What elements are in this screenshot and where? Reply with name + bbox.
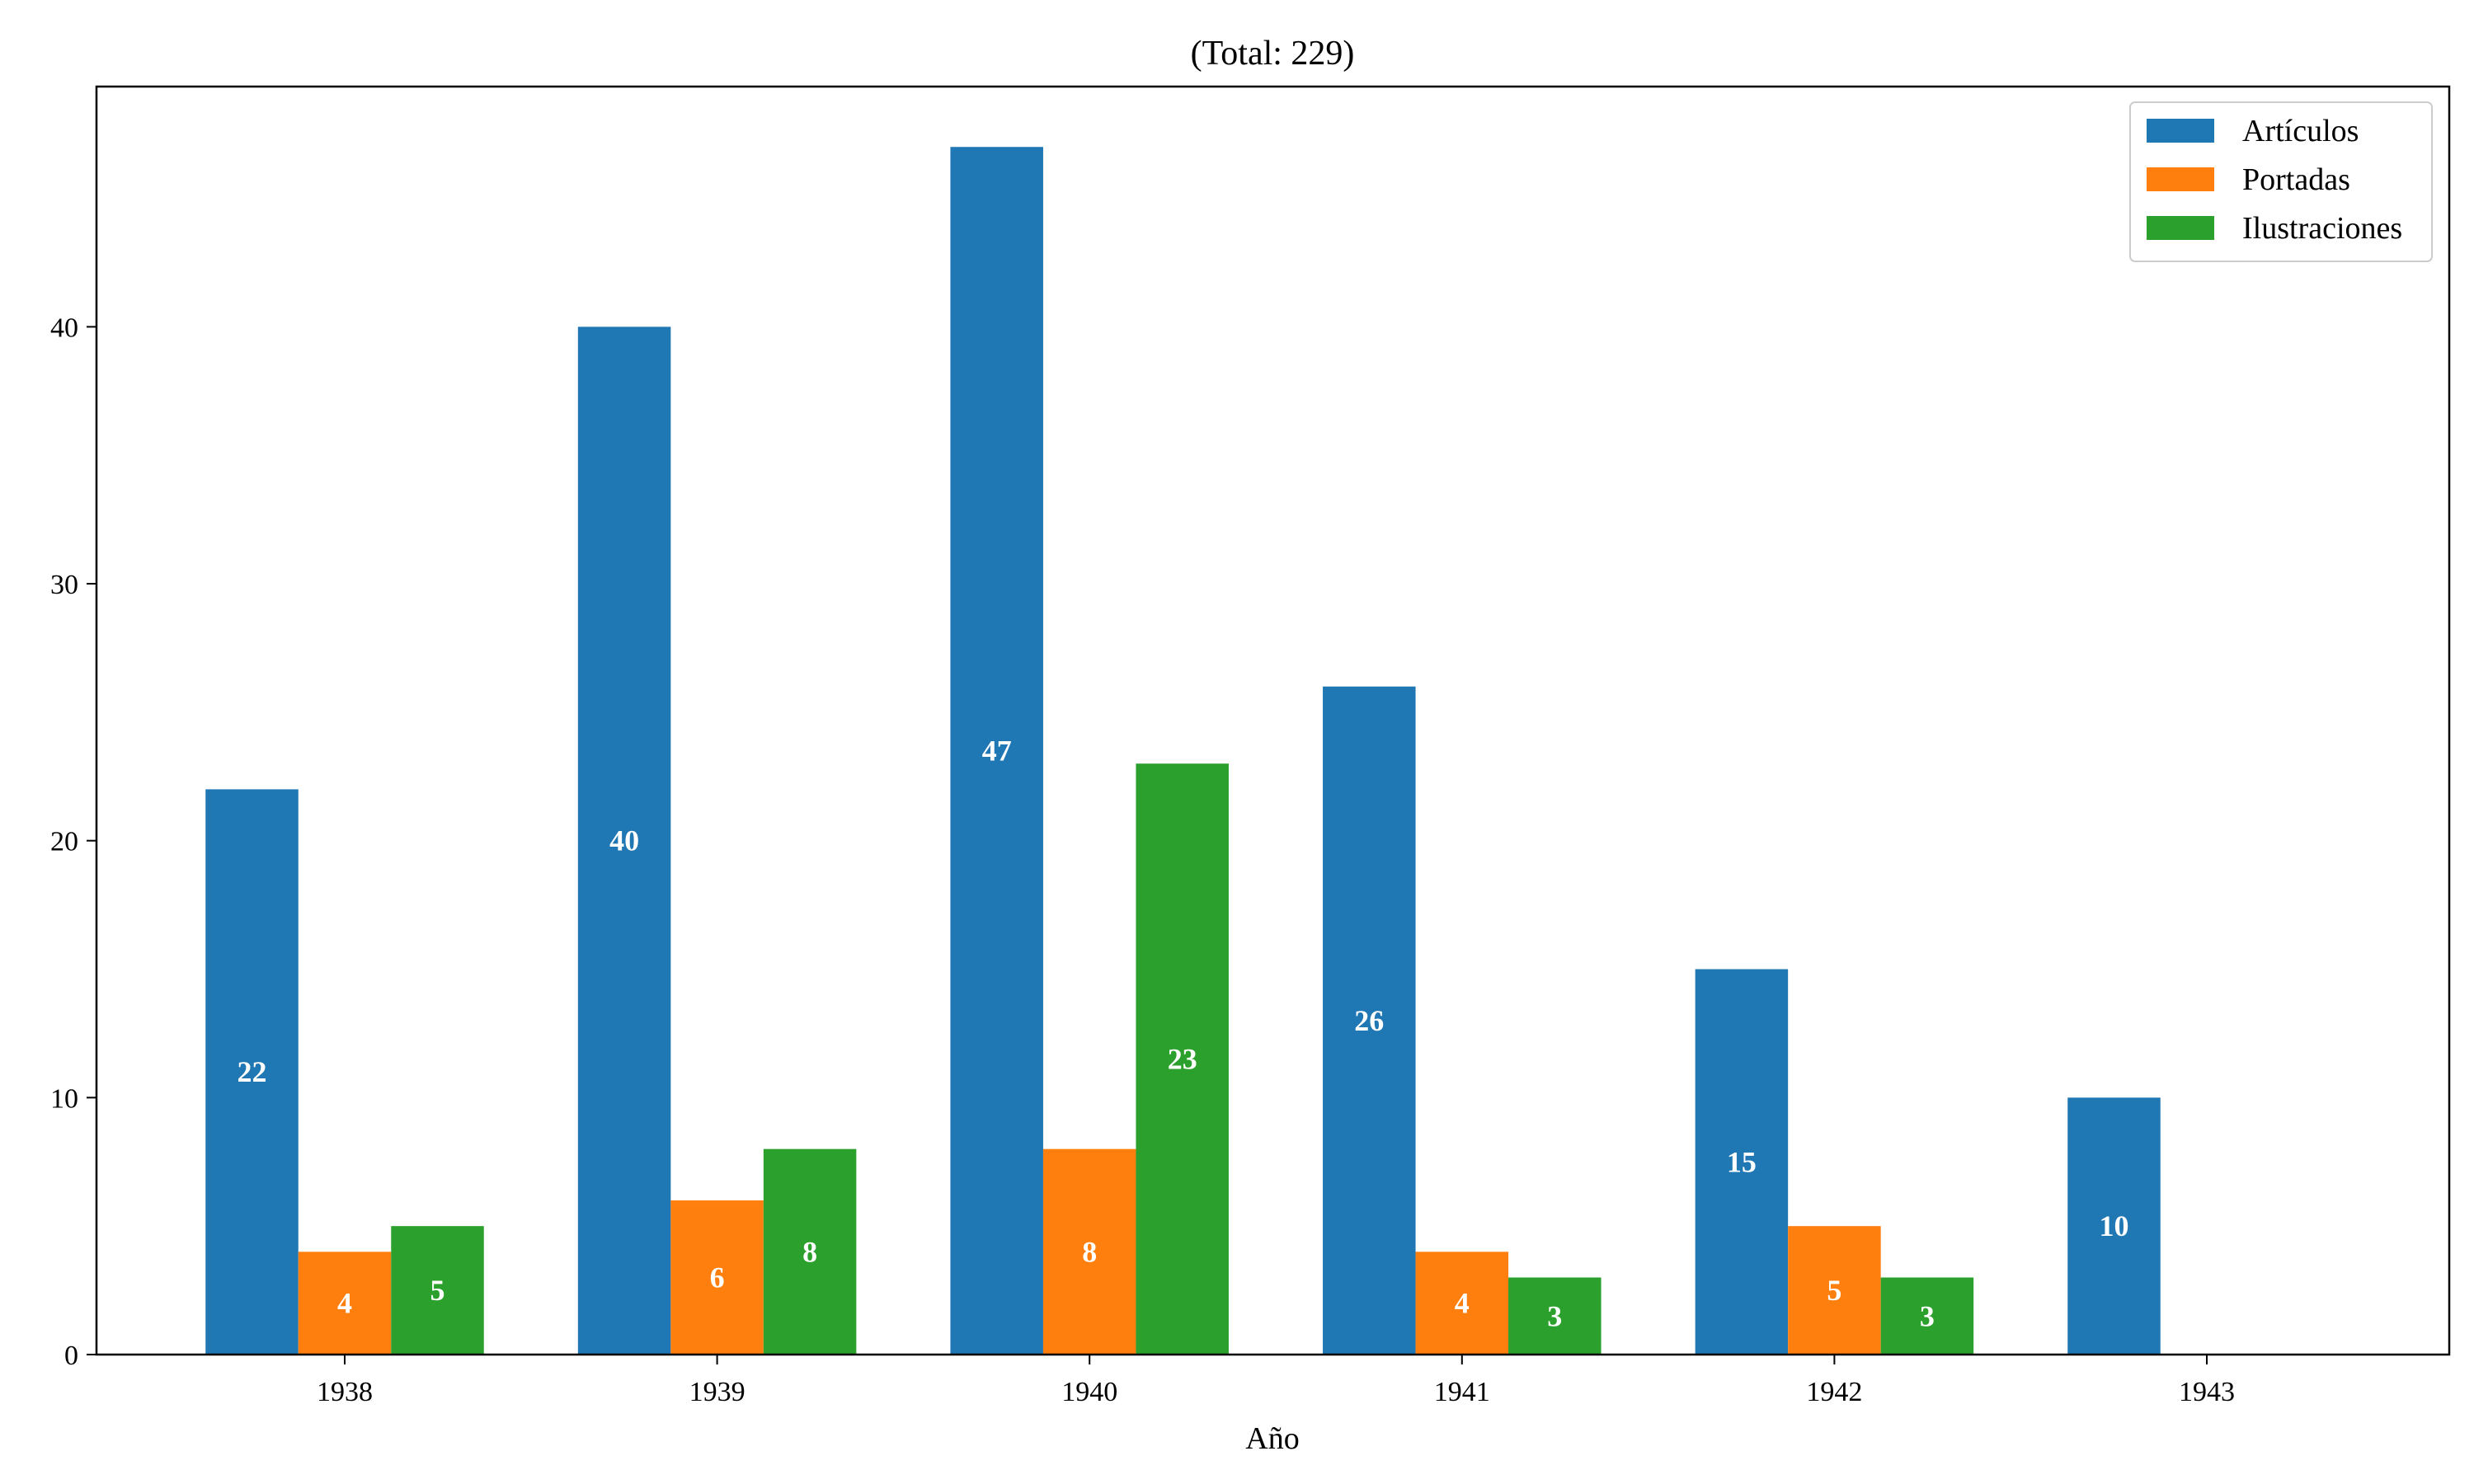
bar-value-label: 40 [609,824,639,857]
bar-value-label: 23 [1168,1043,1197,1076]
y-tick-label: 20 [50,827,78,857]
x-tick-label: 1942 [1806,1377,1862,1407]
x-tick-label: 1938 [317,1377,373,1407]
bar-value-label: 5 [1827,1274,1841,1307]
bar [1323,686,1416,1355]
chart-title: (Total: 229) [1191,35,1355,73]
legend: Artículos Portadas Ilustraciones [2129,101,2433,262]
legend-swatch [2147,216,2214,240]
bars-group [205,147,2161,1355]
y-tick-label: 0 [64,1341,78,1371]
bar [577,326,671,1355]
bar-value-label: 4 [337,1287,352,1320]
bar [670,1200,764,1355]
legend-entry: Portadas [2242,162,2350,197]
bar [2067,1097,2161,1355]
bar [298,1252,392,1355]
y-axis: 0 10 20 30 40 [50,312,96,1371]
bar-value-label: 8 [1082,1235,1097,1268]
bar [1042,1148,1136,1355]
bar-value-label: 4 [1455,1287,1470,1320]
bar [1695,969,1789,1355]
x-axis-label: Año [1245,1421,1299,1456]
legend-swatch [2147,167,2214,191]
legend-entry: Ilustraciones [2242,211,2402,246]
bar [1880,1277,1974,1355]
legend-swatch [2147,119,2214,143]
bar-value-label: 3 [1547,1299,1562,1332]
x-tick-label: 1943 [2179,1377,2235,1407]
x-tick-label: 1940 [1061,1377,1117,1407]
x-tick-label: 1941 [1434,1377,1490,1407]
y-tick-label: 40 [50,312,78,343]
bar-value-label: 5 [430,1274,445,1307]
bar-value-label: 22 [238,1055,267,1088]
x-tick-label: 1939 [689,1377,745,1407]
x-axis: 1938 1939 1940 1941 1942 1943 [317,1355,2235,1407]
bar-value-label: 8 [802,1235,817,1268]
bar [1136,763,1229,1355]
legend-entry: Artículos [2242,114,2359,148]
bar [391,1226,484,1355]
bar [1415,1252,1509,1355]
bar-value-label: 10 [2100,1209,2129,1242]
bar [1508,1277,1602,1355]
plot-frame [95,85,2451,1356]
bar-value-label: 47 [982,735,1012,768]
bar-value-label: 15 [1727,1145,1757,1178]
bar [1788,1226,1881,1355]
bar-labels-group: 22 4 5 40 6 8 47 8 23 26 4 3 15 5 3 10 [238,735,2129,1333]
bar-value-label: 6 [710,1261,725,1294]
bar-value-label: 26 [1354,1004,1384,1037]
bar [950,147,1043,1355]
bar [763,1148,857,1355]
y-tick-label: 30 [50,570,78,600]
y-tick-label: 10 [50,1083,78,1114]
bar [205,789,299,1355]
bar-value-label: 3 [1920,1299,1935,1332]
